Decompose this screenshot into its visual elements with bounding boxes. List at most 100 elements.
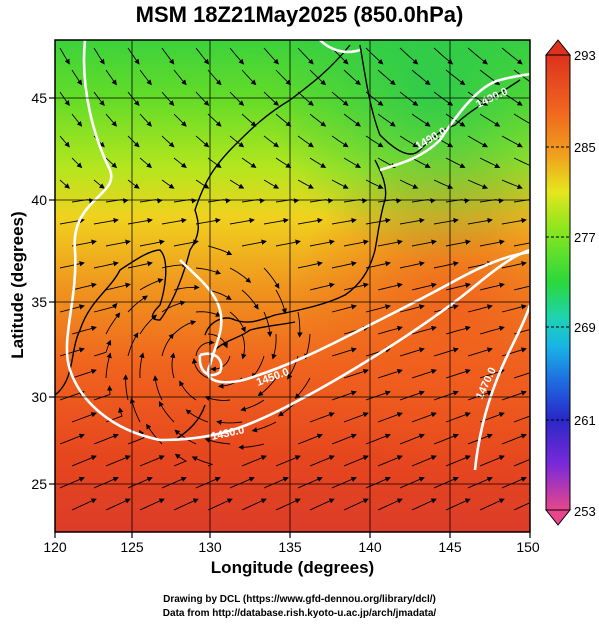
streamline (411, 113, 431, 127)
streamline (343, 69, 361, 86)
streamline (195, 311, 222, 317)
streamline (445, 69, 466, 86)
streamline (139, 239, 165, 247)
streamline (467, 91, 488, 106)
streamline (501, 47, 523, 65)
streamline (173, 239, 199, 247)
streamline (297, 91, 314, 106)
streamline (343, 369, 369, 379)
streamline (161, 217, 187, 225)
y-tick-label: 25 (31, 476, 47, 492)
colorbar-label: 293 (574, 48, 596, 63)
streamline (105, 455, 131, 467)
streamline (263, 135, 280, 148)
streamline (229, 476, 255, 489)
streamline (479, 239, 505, 247)
streamline (433, 135, 454, 148)
streamline (275, 498, 301, 511)
streamline (343, 282, 369, 291)
streamline (207, 498, 233, 511)
streamline (467, 47, 488, 65)
credit-data-source: Data from http://database.rish.kyoto-u.a… (162, 608, 437, 619)
streamline (71, 455, 97, 467)
streamline (467, 217, 493, 225)
streamline (377, 113, 396, 127)
streamline (501, 91, 523, 106)
streamline (257, 377, 277, 397)
streamline (229, 91, 245, 106)
streamline (331, 476, 357, 489)
streamline (139, 352, 145, 379)
streamline (71, 498, 97, 511)
streamline (365, 47, 384, 65)
streamline (479, 455, 505, 467)
streamline (501, 304, 527, 313)
streamline (241, 113, 257, 127)
streamline (71, 157, 83, 169)
streamline (501, 179, 523, 190)
streamline (275, 455, 301, 467)
streamline (399, 47, 419, 65)
streamline (241, 498, 267, 511)
streamline (93, 303, 118, 313)
streamline (271, 333, 277, 360)
streamline (229, 179, 245, 189)
streamline (331, 261, 357, 269)
x-axis-label: Longitude (degrees) (210, 558, 375, 577)
streamline (105, 312, 121, 335)
streamline (331, 91, 349, 106)
streamline (399, 476, 425, 489)
streamline (59, 390, 85, 401)
streamline (297, 135, 314, 148)
streamline (513, 415, 530, 423)
axis-ticks (49, 97, 531, 538)
colorbar-label: 269 (574, 320, 596, 335)
streamline (275, 157, 292, 168)
streamline (139, 455, 165, 467)
x-tick-label: 120 (43, 539, 67, 555)
x-tick-label: 135 (278, 539, 302, 555)
y-tick-label: 45 (31, 90, 47, 106)
streamline (173, 284, 200, 291)
streamline (309, 455, 335, 467)
streamline (297, 311, 303, 338)
streamline (501, 390, 527, 401)
streamline (309, 69, 327, 86)
colorbar-bottom-arrow (544, 509, 572, 526)
streamline (161, 300, 186, 313)
streamline (399, 217, 425, 225)
streamline (161, 179, 175, 189)
streamline (513, 285, 530, 291)
streamline (195, 91, 210, 106)
x-tick-label: 130 (198, 539, 222, 555)
streamline (433, 476, 459, 489)
streamline (501, 135, 523, 148)
streamline (251, 355, 265, 379)
streamline (343, 113, 361, 127)
streamline (467, 347, 493, 357)
height-contours (65, 40, 530, 471)
streamline (445, 157, 466, 168)
colorbar-label: 285 (574, 140, 596, 155)
streamline (309, 239, 335, 247)
streamline (513, 458, 530, 467)
wind-streamlines (59, 47, 530, 511)
streamline (399, 261, 425, 269)
streamline (139, 113, 152, 127)
streamline (399, 433, 425, 445)
x-tick-label: 150 (516, 539, 540, 555)
streamline (173, 453, 188, 467)
streamline (501, 476, 527, 489)
streamline (139, 157, 152, 169)
streamline (433, 347, 459, 357)
streamline (127, 179, 140, 189)
streamline (71, 369, 97, 379)
streamline (93, 217, 119, 225)
streamline (93, 385, 113, 401)
streamline (59, 433, 85, 445)
streamline (173, 157, 187, 169)
x-tick-label: 145 (438, 539, 462, 555)
streamline (152, 375, 163, 401)
streamline (207, 289, 232, 300)
streamline (241, 239, 267, 247)
